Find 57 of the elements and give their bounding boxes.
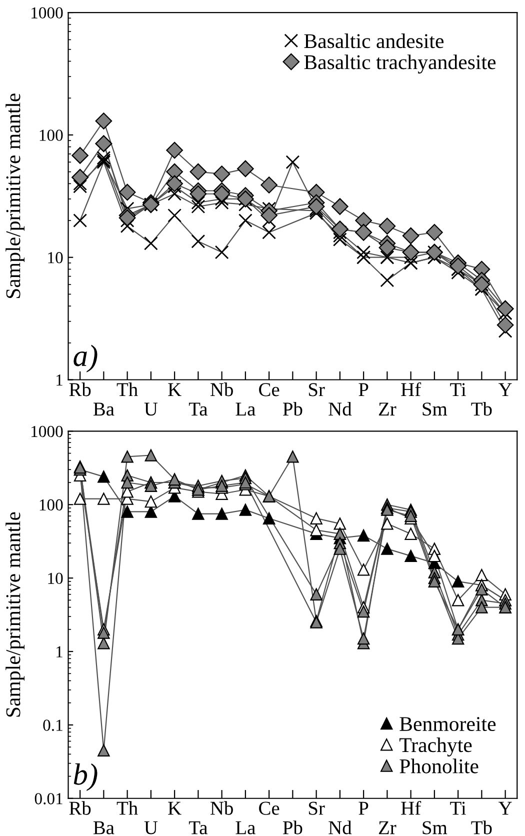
x-tick-label: Tb	[471, 820, 492, 834]
x-tick-label: Y	[498, 383, 512, 396]
x-tick-label: Pb	[282, 820, 302, 834]
y-tick-label: 100	[40, 499, 63, 511]
x-tick-label: Sr	[308, 383, 325, 396]
x-tick-label: K	[168, 383, 182, 396]
x-tick-label: La	[236, 821, 256, 834]
x-tick-label: Ce	[259, 383, 280, 396]
x-tick-label: P	[358, 802, 368, 815]
x-tick-label: U	[144, 821, 158, 834]
y-tick-label: 1	[56, 646, 62, 658]
x-tick-label: Pb	[282, 402, 302, 416]
y-tick-label: 10	[48, 572, 63, 584]
x-tick-label: Ta	[188, 821, 208, 834]
x-tick-label: Sm	[422, 821, 448, 834]
x-tick-label: Rb	[69, 382, 91, 396]
annotation: b)	[74, 763, 98, 792]
legend-label: Benmoreite	[400, 717, 496, 732]
x-tick-label: Ti	[450, 802, 466, 815]
y-tick-label: 1000	[32, 7, 63, 18]
legend-label: Phonolite	[400, 758, 478, 774]
x-tick-label: Ba	[93, 402, 114, 416]
x-tick-label: Hf	[401, 382, 422, 396]
y-axis-title: Sample/primitive mantle	[6, 94, 24, 298]
legend-label: Basaltic andesite	[304, 34, 444, 48]
y-tick-label: 1000	[32, 426, 63, 438]
legend-label: Basaltic trachyandesite	[304, 54, 496, 74]
y-tick-label: 0.01	[34, 793, 62, 804]
x-tick-label: Sr	[308, 802, 325, 815]
x-tick-label: Nd	[328, 820, 352, 834]
x-tick-label: Rb	[69, 801, 91, 815]
y-axis-title: Sample/primitive mantle	[6, 512, 24, 717]
x-tick-label: Sm	[422, 402, 448, 416]
x-tick-label: Nb	[210, 382, 233, 396]
x-tick-label: Nb	[210, 801, 233, 815]
x-tick-label: P	[358, 383, 368, 396]
x-tick-label: Ba	[93, 821, 114, 834]
y-tick-label: 10	[48, 252, 63, 264]
legend-label: Trachyte	[399, 737, 472, 756]
annotation: a)	[74, 344, 98, 372]
x-tick-label: Th	[116, 382, 138, 396]
x-tick-label: Th	[116, 801, 138, 815]
x-tick-label: Tb	[471, 402, 492, 416]
x-tick-label: U	[144, 402, 158, 416]
x-tick-label: Ce	[259, 802, 280, 815]
x-tick-label: Zr	[378, 402, 396, 416]
x-tick-label: Nd	[328, 402, 352, 416]
x-tick-label: Y	[498, 802, 512, 815]
y-tick-label: 100	[40, 130, 63, 141]
y-tick-label: 1	[56, 374, 62, 386]
x-tick-label: K	[168, 802, 182, 815]
x-tick-label: Ta	[188, 402, 208, 416]
y-tick-label: 0.1	[43, 720, 62, 731]
x-tick-label: Zr	[378, 821, 396, 834]
x-tick-label: Hf	[401, 800, 422, 815]
x-tick-label: La	[236, 402, 256, 416]
x-tick-label: Ti	[450, 383, 466, 396]
